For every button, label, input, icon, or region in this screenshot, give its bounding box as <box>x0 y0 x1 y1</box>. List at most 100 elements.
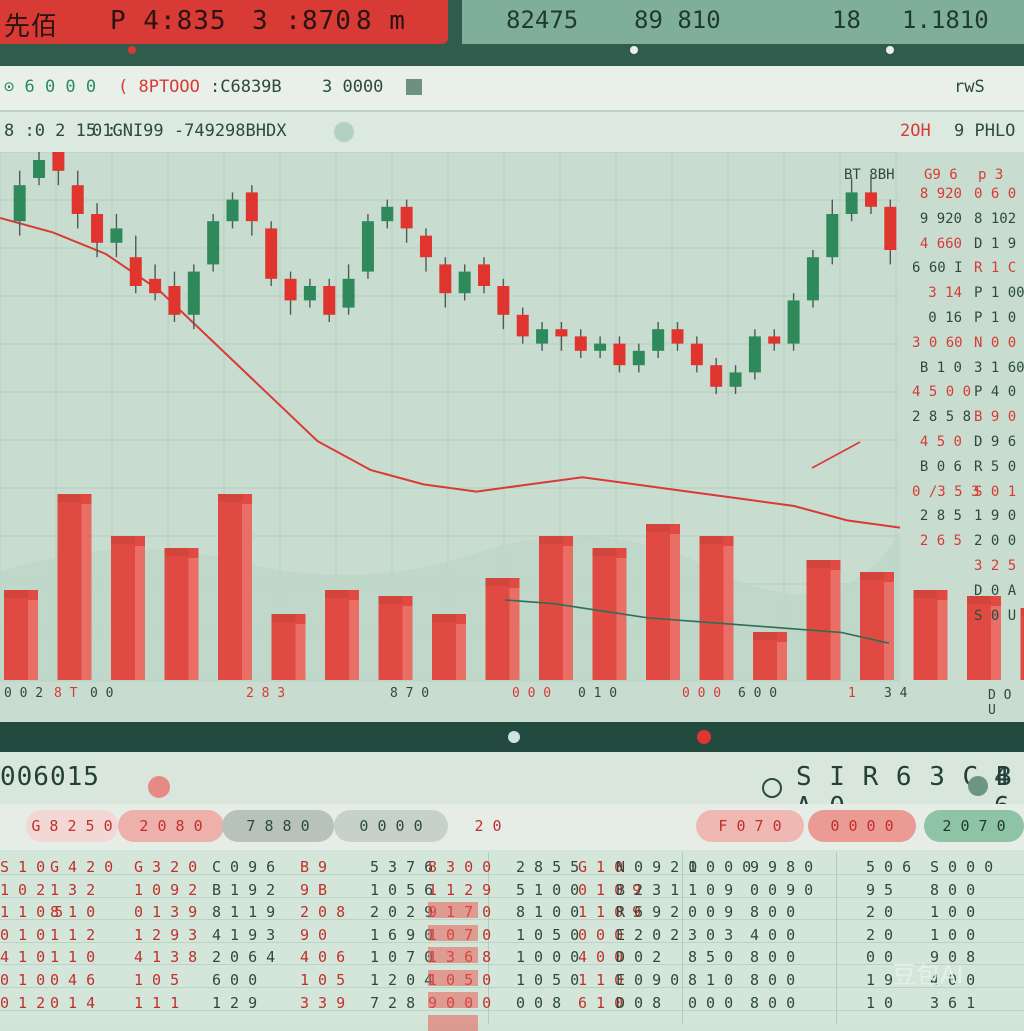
table-column[interactable]: C 0 9 6 B 1 9 2 8 1 1 9 4 1 9 3 2 0 6 4 … <box>212 856 275 1014</box>
highlight-cell <box>428 925 478 941</box>
table-column[interactable]: S 0 0 0 8 0 0 1 0 0 1 0 0 9 0 8 4 0 0 3 … <box>930 856 993 1014</box>
info-right-red: 2OH <box>900 121 931 141</box>
highlight-cell <box>428 970 478 986</box>
x-tick-label: 2 8 3 <box>246 686 285 701</box>
toolbar-code[interactable]: 3 0000 <box>322 77 383 97</box>
price-ask: D 0 A N <box>974 583 1024 599</box>
target-icon[interactable] <box>762 778 782 798</box>
table-column[interactable]: B 9 9 B 2 0 8 9 0 4 0 6 1 0 5 3 3 9 <box>300 856 345 1014</box>
tab-item[interactable]: 2 0 7 0 <box>924 810 1024 842</box>
ticker-text: 先佰 <box>4 6 58 43</box>
info-right: 9 PHLO <box>954 121 1015 141</box>
price-bid: B 0 6 <box>912 459 962 475</box>
volume-bar-cap <box>593 548 617 556</box>
info-bar: 8 :0 2 15 : 01GNI99 -749298BHDX 2OH 9 PH… <box>0 112 1024 152</box>
candle-body <box>575 336 587 350</box>
candle-body <box>652 329 664 351</box>
info-code: 01GNI99 -749298BHDX <box>92 121 286 141</box>
tab-item[interactable]: G 8 2 5 0 <box>26 810 118 842</box>
info-icon[interactable] <box>968 776 988 796</box>
axis-label: D O U <box>988 688 1024 718</box>
table-column[interactable]: 5 0 6 9 5 2 0 2 0 0 0 1 9 1 0 <box>866 856 911 1014</box>
price-bid: 2 8 5 <box>912 508 962 524</box>
toolbar-symbol[interactable]: ⊙ 6 0 0 0 <box>4 77 96 97</box>
ticker-text: P 4:835 <box>110 6 227 36</box>
ticker-text: 89 810 <box>634 6 721 34</box>
candle-body <box>517 315 529 337</box>
toolbar-code[interactable]: :C6839B <box>210 77 282 97</box>
price-bid: 6 60 I <box>912 260 962 276</box>
toolbar-period[interactable]: ( 8PTOOO <box>118 77 200 97</box>
candle-body <box>710 365 722 387</box>
tab-item[interactable]: 2 0 8 0 <box>118 810 224 842</box>
status-dot <box>886 46 894 54</box>
table-column[interactable]: N 0 9 2 0 B 2 3 1 R 6 9 2 E 2 0 2 D 0 2 … <box>616 856 697 1014</box>
price-ask: 3 2 5 0 <box>974 558 1024 574</box>
table-column[interactable]: 1 0 0 0 1 0 9 0 0 9 3 0 3 8 5 0 8 1 0 0 … <box>688 856 751 1014</box>
side-header: BT 8BH <box>844 167 895 183</box>
candle-body <box>52 152 64 171</box>
price-ask: 0 6 0 <box>974 186 1016 202</box>
alert-icon[interactable] <box>148 776 170 798</box>
circle-icon[interactable] <box>334 122 354 142</box>
candle-body <box>304 286 316 300</box>
x-tick-label: 0 0 0 <box>512 686 551 701</box>
table-column[interactable]: 9 9 8 0 0 0 9 0 8 0 0 4 0 0 8 0 0 8 0 0 … <box>750 856 813 1014</box>
page-dot[interactable] <box>508 731 520 743</box>
volume-bar-shade <box>938 600 948 680</box>
panel-divider <box>0 722 1024 752</box>
price-bid: 2 8 5 8 <box>912 409 962 425</box>
page-dot-active[interactable] <box>697 730 711 744</box>
table-column[interactable]: G 3 2 0 1 0 9 2 0 1 3 9 1 2 9 3 4 1 3 8 … <box>134 856 197 1014</box>
candlestick-chart[interactable] <box>0 152 1024 722</box>
tab-item[interactable]: 7 8 8 0 <box>222 810 334 842</box>
price-bid: 4 660 <box>912 236 962 252</box>
price-ask: S 0 U A <box>974 608 1024 624</box>
volume-bar-shade <box>349 600 359 680</box>
candle-body <box>14 185 26 221</box>
toolbar-right[interactable]: rwS <box>954 77 985 97</box>
volume-bar-shade <box>884 582 894 680</box>
volume-bar-cap <box>860 572 884 580</box>
ticker-text: 3 :870 <box>252 6 352 36</box>
x-tick-label: 3 4 <box>884 686 907 701</box>
candle-body <box>207 221 219 264</box>
candle-body <box>846 192 858 214</box>
highlight-cell <box>428 902 478 918</box>
ticker-text: 8 m <box>356 6 406 36</box>
tab-item[interactable]: F 0 7 0 <box>696 810 804 842</box>
candle-body <box>91 214 103 243</box>
tab-bar: G 8 2 5 0 2 0 8 0 7 8 8 0 0 0 0 0 2 0 F … <box>0 804 1024 850</box>
price-bid: B 1 0 <box>912 360 962 376</box>
tab-item[interactable]: 0 0 0 0 <box>808 810 916 842</box>
candle-body <box>633 351 645 365</box>
status-dot <box>630 46 638 54</box>
candle-body <box>401 207 413 229</box>
price-bid: 2 6 5 <box>912 533 962 549</box>
volume-bar-shade <box>242 504 252 680</box>
tab-item[interactable]: 0 0 0 0 <box>334 810 448 842</box>
volume-bar-shade <box>724 546 734 680</box>
volume-bar-cap <box>58 494 82 502</box>
price-ask: D 9 6 0 <box>974 434 1024 450</box>
tab-item[interactable]: 2 0 <box>458 810 518 842</box>
ticker-red-panel[interactable]: 先佰 P 4:835 3 :870 8 m <box>0 0 448 44</box>
ticker-price: 1.1810 <box>902 6 989 34</box>
volume-bar-cap <box>325 590 349 598</box>
volume-bar-cap <box>379 596 403 604</box>
watermark: 豆包AI <box>892 955 964 990</box>
ticker-green-panel[interactable]: 82475 89 810 18 1.1810 <box>462 0 1024 44</box>
volume-bar-shade <box>617 558 627 680</box>
table-column[interactable]: 2 8 5 5 5 1 0 0 8 1 0 0 1 0 5 0 1 0 0 0 … <box>516 856 579 1014</box>
volume-bar-shade <box>563 546 573 680</box>
price-bid: 3 0 60 <box>912 335 962 351</box>
volume-bar-cap <box>272 614 296 622</box>
square-icon[interactable] <box>406 79 422 95</box>
volume-bar-shade <box>82 504 92 680</box>
price-ask: D 1 9 0 8 <box>974 236 1024 252</box>
table-column[interactable]: 5 3 7 6 1 0 5 6 2 0 2 9 1 6 9 0 1 0 7 0 … <box>370 856 433 1014</box>
candle-body <box>478 264 490 286</box>
price-ask: N 0 0 0 <box>974 335 1024 351</box>
table-column[interactable]: G 4 2 0 1 3 2 8 1 0 1 1 2 1 1 0 0 4 6 0 … <box>50 856 113 1014</box>
price-bid: 0 /3 5 3 <box>912 484 962 500</box>
